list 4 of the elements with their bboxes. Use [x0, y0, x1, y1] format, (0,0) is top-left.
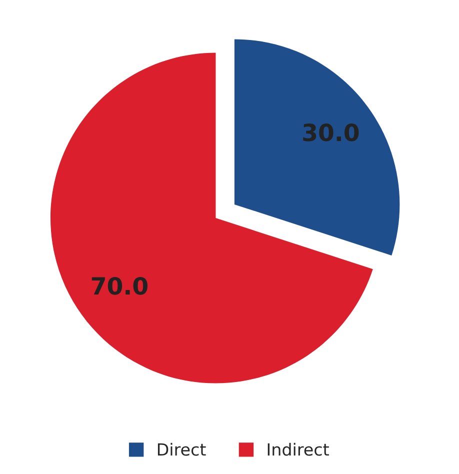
data-label: 30.0: [303, 124, 359, 142]
data-label: 70.0: [92, 276, 148, 295]
legend-label: Indirect: [268, 442, 329, 456]
legend-label: Direct: [158, 442, 206, 456]
